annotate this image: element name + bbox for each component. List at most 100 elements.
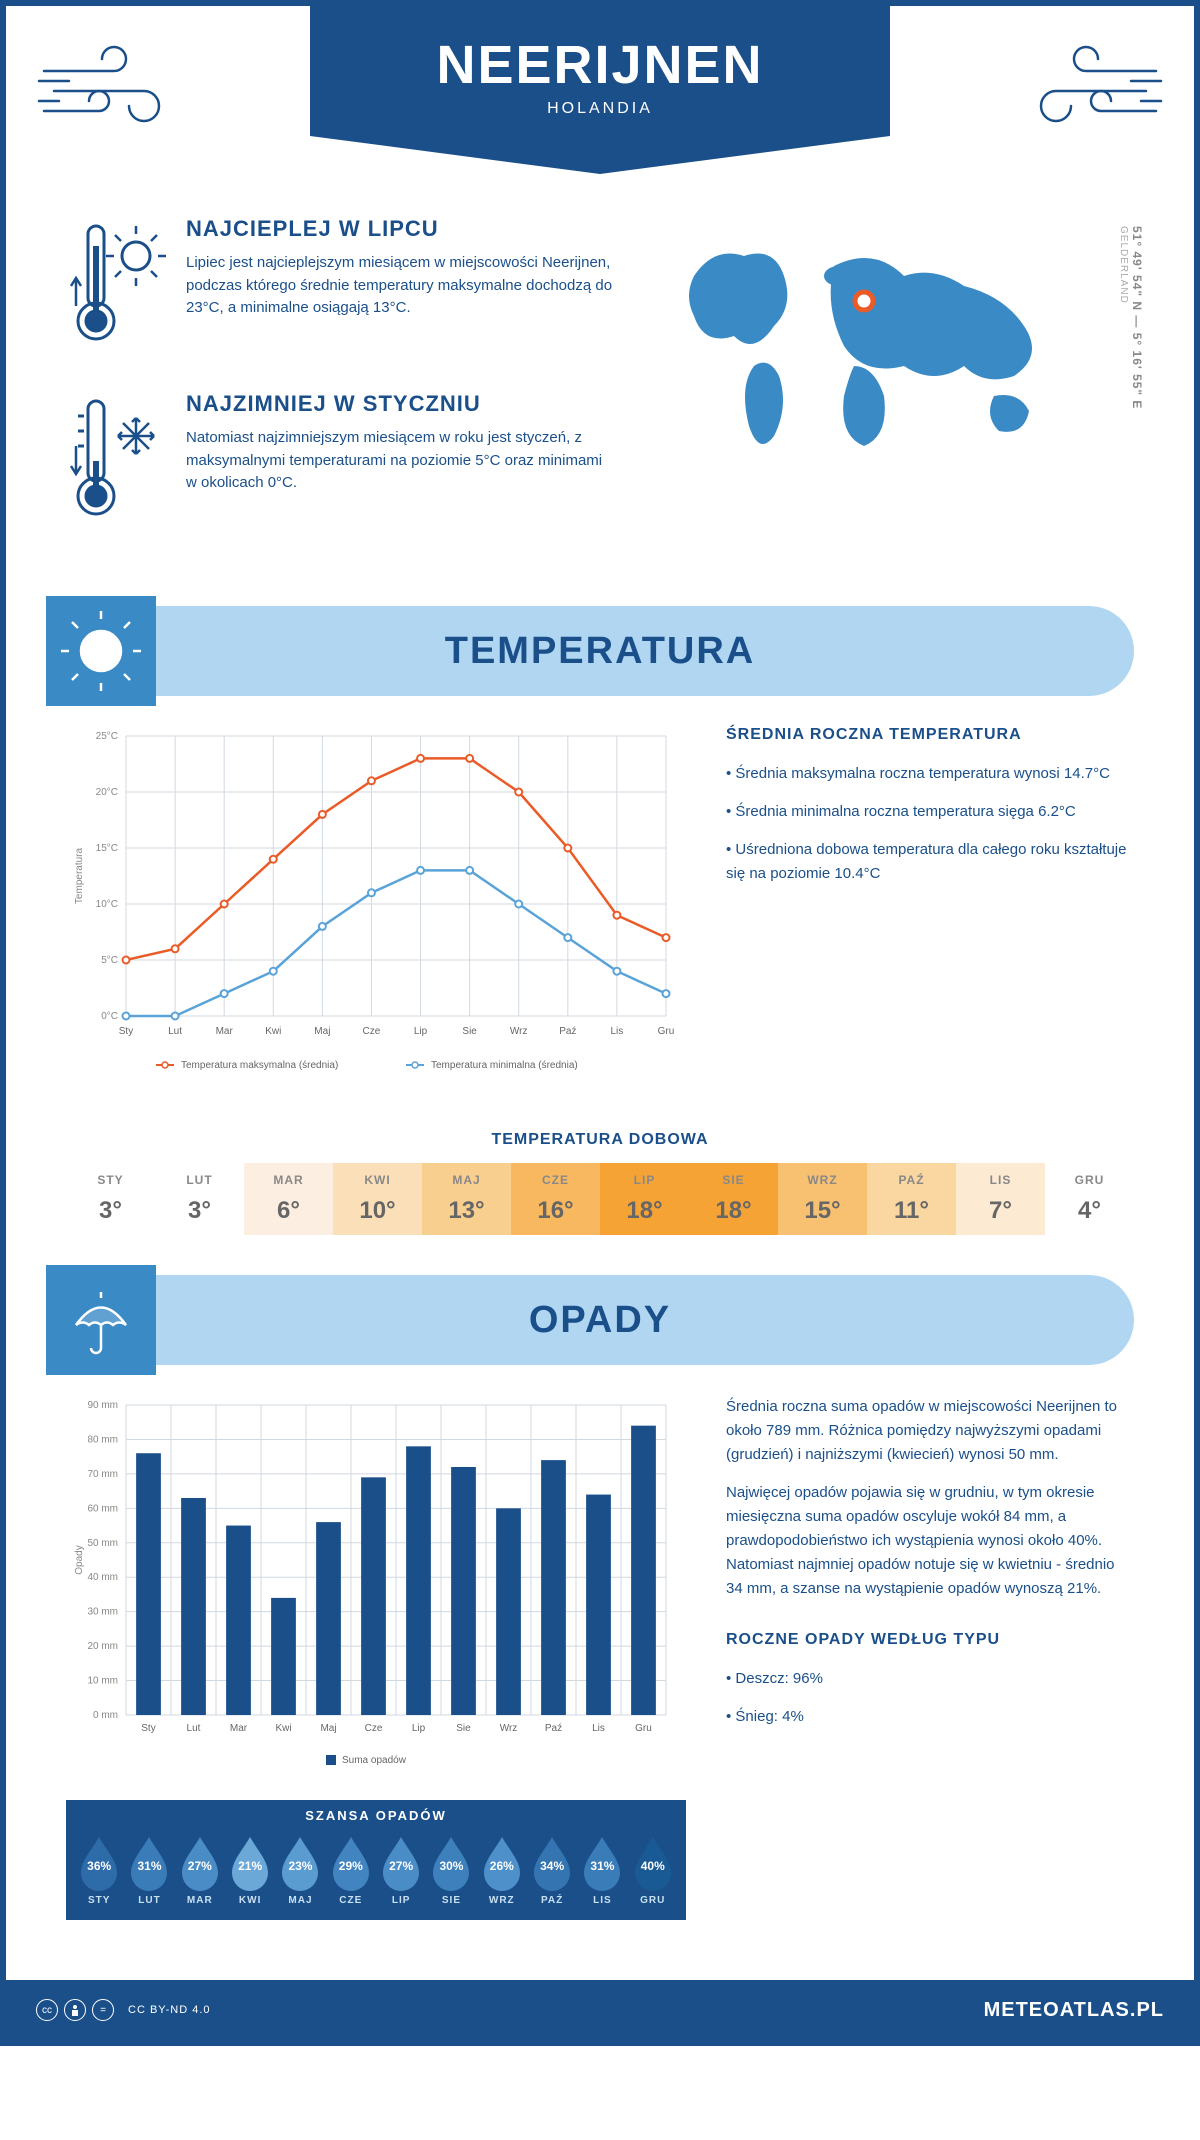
- temp-bullet: • Uśredniona dobowa temperatura dla całe…: [726, 838, 1134, 886]
- license-text: CC BY-ND 4.0: [128, 2004, 211, 2016]
- daily-cell: MAJ 13°: [422, 1163, 511, 1235]
- svg-text:Cze: Cze: [363, 1026, 381, 1037]
- svg-text:Suma opadów: Suma opadów: [342, 1755, 407, 1766]
- by-icon: [64, 1999, 86, 2021]
- city-title: NEERIJNEN: [310, 34, 890, 96]
- rain-drop-item: 36% STY: [74, 1833, 124, 1906]
- coldest-text: Natomiast najzimniejszym miesiącem w rok…: [186, 427, 614, 495]
- rain-drop-item: 34% PAŹ: [527, 1833, 577, 1906]
- svg-text:Paź: Paź: [545, 1723, 562, 1734]
- brand-text: METEOATLAS.PL: [984, 1999, 1164, 2022]
- wind-deco-right: [996, 36, 1166, 146]
- svg-text:0°C: 0°C: [101, 1011, 118, 1022]
- daily-cell: SIE 18°: [689, 1163, 778, 1235]
- intro-row: NAJCIEPLEJ W LIPCU Lipiec jest najcieple…: [66, 216, 1134, 566]
- svg-text:70 mm: 70 mm: [87, 1469, 118, 1480]
- svg-text:Wrz: Wrz: [500, 1723, 518, 1734]
- cc-icon: cc: [36, 1999, 58, 2021]
- svg-text:15°C: 15°C: [96, 843, 118, 854]
- svg-text:Temperatura maksymalna (średni: Temperatura maksymalna (średnia): [181, 1060, 338, 1071]
- temperature-title: TEMPERATURA: [66, 630, 1134, 673]
- svg-text:60 mm: 60 mm: [87, 1503, 118, 1514]
- svg-text:Gru: Gru: [658, 1026, 675, 1037]
- daily-cell: STY 3°: [66, 1163, 155, 1235]
- svg-text:Opady: Opady: [74, 1545, 85, 1574]
- warmest-title: NAJCIEPLEJ W LIPCU: [186, 216, 614, 242]
- precip-type-item: • Śnieg: 4%: [726, 1705, 1134, 1729]
- svg-text:50 mm: 50 mm: [87, 1538, 118, 1549]
- svg-text:0 mm: 0 mm: [93, 1710, 118, 1721]
- svg-text:Mar: Mar: [230, 1723, 248, 1734]
- svg-text:Lip: Lip: [412, 1723, 426, 1734]
- svg-text:10°C: 10°C: [96, 899, 118, 910]
- svg-text:20 mm: 20 mm: [87, 1641, 118, 1652]
- svg-text:80 mm: 80 mm: [87, 1434, 118, 1445]
- svg-text:Sty: Sty: [141, 1723, 155, 1734]
- wind-deco-left: [34, 36, 204, 146]
- svg-text:Sie: Sie: [456, 1723, 471, 1734]
- daily-cell: PAŹ 11°: [867, 1163, 956, 1235]
- precipitation-summary: Średnia roczna suma opadów w miejscowośc…: [726, 1395, 1134, 1920]
- svg-text:10 mm: 10 mm: [87, 1676, 118, 1687]
- daily-cell: LIP 18°: [600, 1163, 689, 1235]
- coldest-block: NAJZIMNIEJ W STYCZNIU Natomiast najzimni…: [66, 391, 614, 536]
- coordinates: 51° 49' 54" N — 5° 16' 55" E GELDERLAND: [1116, 226, 1144, 409]
- precip-type-item: • Deszcz: 96%: [726, 1667, 1134, 1691]
- temperature-summary: ŚREDNIA ROCZNA TEMPERATURA • Średnia mak…: [726, 726, 1134, 1091]
- rain-chance-panel: SZANSA OPADÓW 36% STY 31% LUT: [66, 1800, 686, 1920]
- daily-cell: LIS 7°: [956, 1163, 1045, 1235]
- coldest-title: NAJZIMNIEJ W STYCZNIU: [186, 391, 614, 417]
- svg-text:90 mm: 90 mm: [87, 1400, 118, 1411]
- temp-summary-title: ŚREDNIA ROCZNA TEMPERATURA: [726, 726, 1134, 744]
- rain-drop-item: 40% GRU: [628, 1833, 678, 1906]
- temp-bullet: • Średnia minimalna roczna temperatura s…: [726, 800, 1134, 824]
- svg-text:Mar: Mar: [216, 1026, 234, 1037]
- sun-icon: [46, 596, 156, 706]
- svg-text:Lut: Lut: [187, 1723, 201, 1734]
- svg-text:Cze: Cze: [365, 1723, 383, 1734]
- daily-cell: GRU 4°: [1045, 1163, 1134, 1235]
- warmest-text: Lipiec jest najcieplejszym miesiącem w m…: [186, 252, 614, 320]
- world-map-icon: [654, 216, 1084, 476]
- rain-drop-item: 21% KWI: [225, 1833, 275, 1906]
- rain-chance-title: SZANSA OPADÓW: [66, 1808, 686, 1823]
- daily-cell: MAR 6°: [244, 1163, 333, 1235]
- svg-text:Lis: Lis: [592, 1723, 605, 1734]
- precipitation-chart: 0 mm10 mm20 mm30 mm40 mm50 mm60 mm70 mm8…: [66, 1395, 686, 1920]
- svg-text:Maj: Maj: [314, 1026, 330, 1037]
- svg-text:Paź: Paź: [559, 1026, 576, 1037]
- country-subtitle: HOLANDIA: [310, 100, 890, 118]
- svg-text:40 mm: 40 mm: [87, 1572, 118, 1583]
- precip-para: Średnia roczna suma opadów w miejscowośc…: [726, 1395, 1134, 1467]
- daily-cell: WRZ 15°: [778, 1163, 867, 1235]
- svg-text:Lip: Lip: [414, 1026, 428, 1037]
- daily-temp-table: STY 3° LUT 3° MAR 6° KWI 10° MAJ 13° CZE…: [66, 1163, 1134, 1235]
- temperature-section-header: TEMPERATURA: [66, 606, 1134, 696]
- svg-text:20°C: 20°C: [96, 787, 118, 798]
- rain-drop-item: 27% MAR: [175, 1833, 225, 1906]
- svg-text:Sie: Sie: [462, 1026, 477, 1037]
- svg-text:Kwi: Kwi: [265, 1026, 281, 1037]
- thermometer-snow-icon: [66, 391, 166, 536]
- rain-drop-item: 26% WRZ: [477, 1833, 527, 1906]
- title-banner: NEERIJNEN HOLANDIA: [310, 6, 890, 176]
- svg-text:Lis: Lis: [611, 1026, 624, 1037]
- rain-drop-item: 27% LIP: [376, 1833, 426, 1906]
- precipitation-section-header: OPADY: [66, 1275, 1134, 1365]
- rain-drop-item: 23% MAJ: [275, 1833, 325, 1906]
- daily-cell: KWI 10°: [333, 1163, 422, 1235]
- svg-text:25°C: 25°C: [96, 731, 118, 742]
- svg-text:Kwi: Kwi: [275, 1723, 291, 1734]
- precipitation-title: OPADY: [66, 1299, 1134, 1342]
- svg-text:Lut: Lut: [168, 1026, 182, 1037]
- daily-temp-title: TEMPERATURA DOBOWA: [66, 1131, 1134, 1149]
- precip-para: Najwięcej opadów pojawia się w grudniu, …: [726, 1481, 1134, 1601]
- rain-drop-item: 29% CZE: [326, 1833, 376, 1906]
- header: NEERIJNEN HOLANDIA: [6, 6, 1194, 196]
- rain-drop-item: 30% SIE: [426, 1833, 476, 1906]
- daily-cell: LUT 3°: [155, 1163, 244, 1235]
- cc-icons: cc =: [36, 1999, 114, 2021]
- svg-text:Temperatura minimalna (średnia: Temperatura minimalna (średnia): [431, 1060, 578, 1071]
- svg-text:Maj: Maj: [320, 1723, 336, 1734]
- svg-text:Wrz: Wrz: [510, 1026, 528, 1037]
